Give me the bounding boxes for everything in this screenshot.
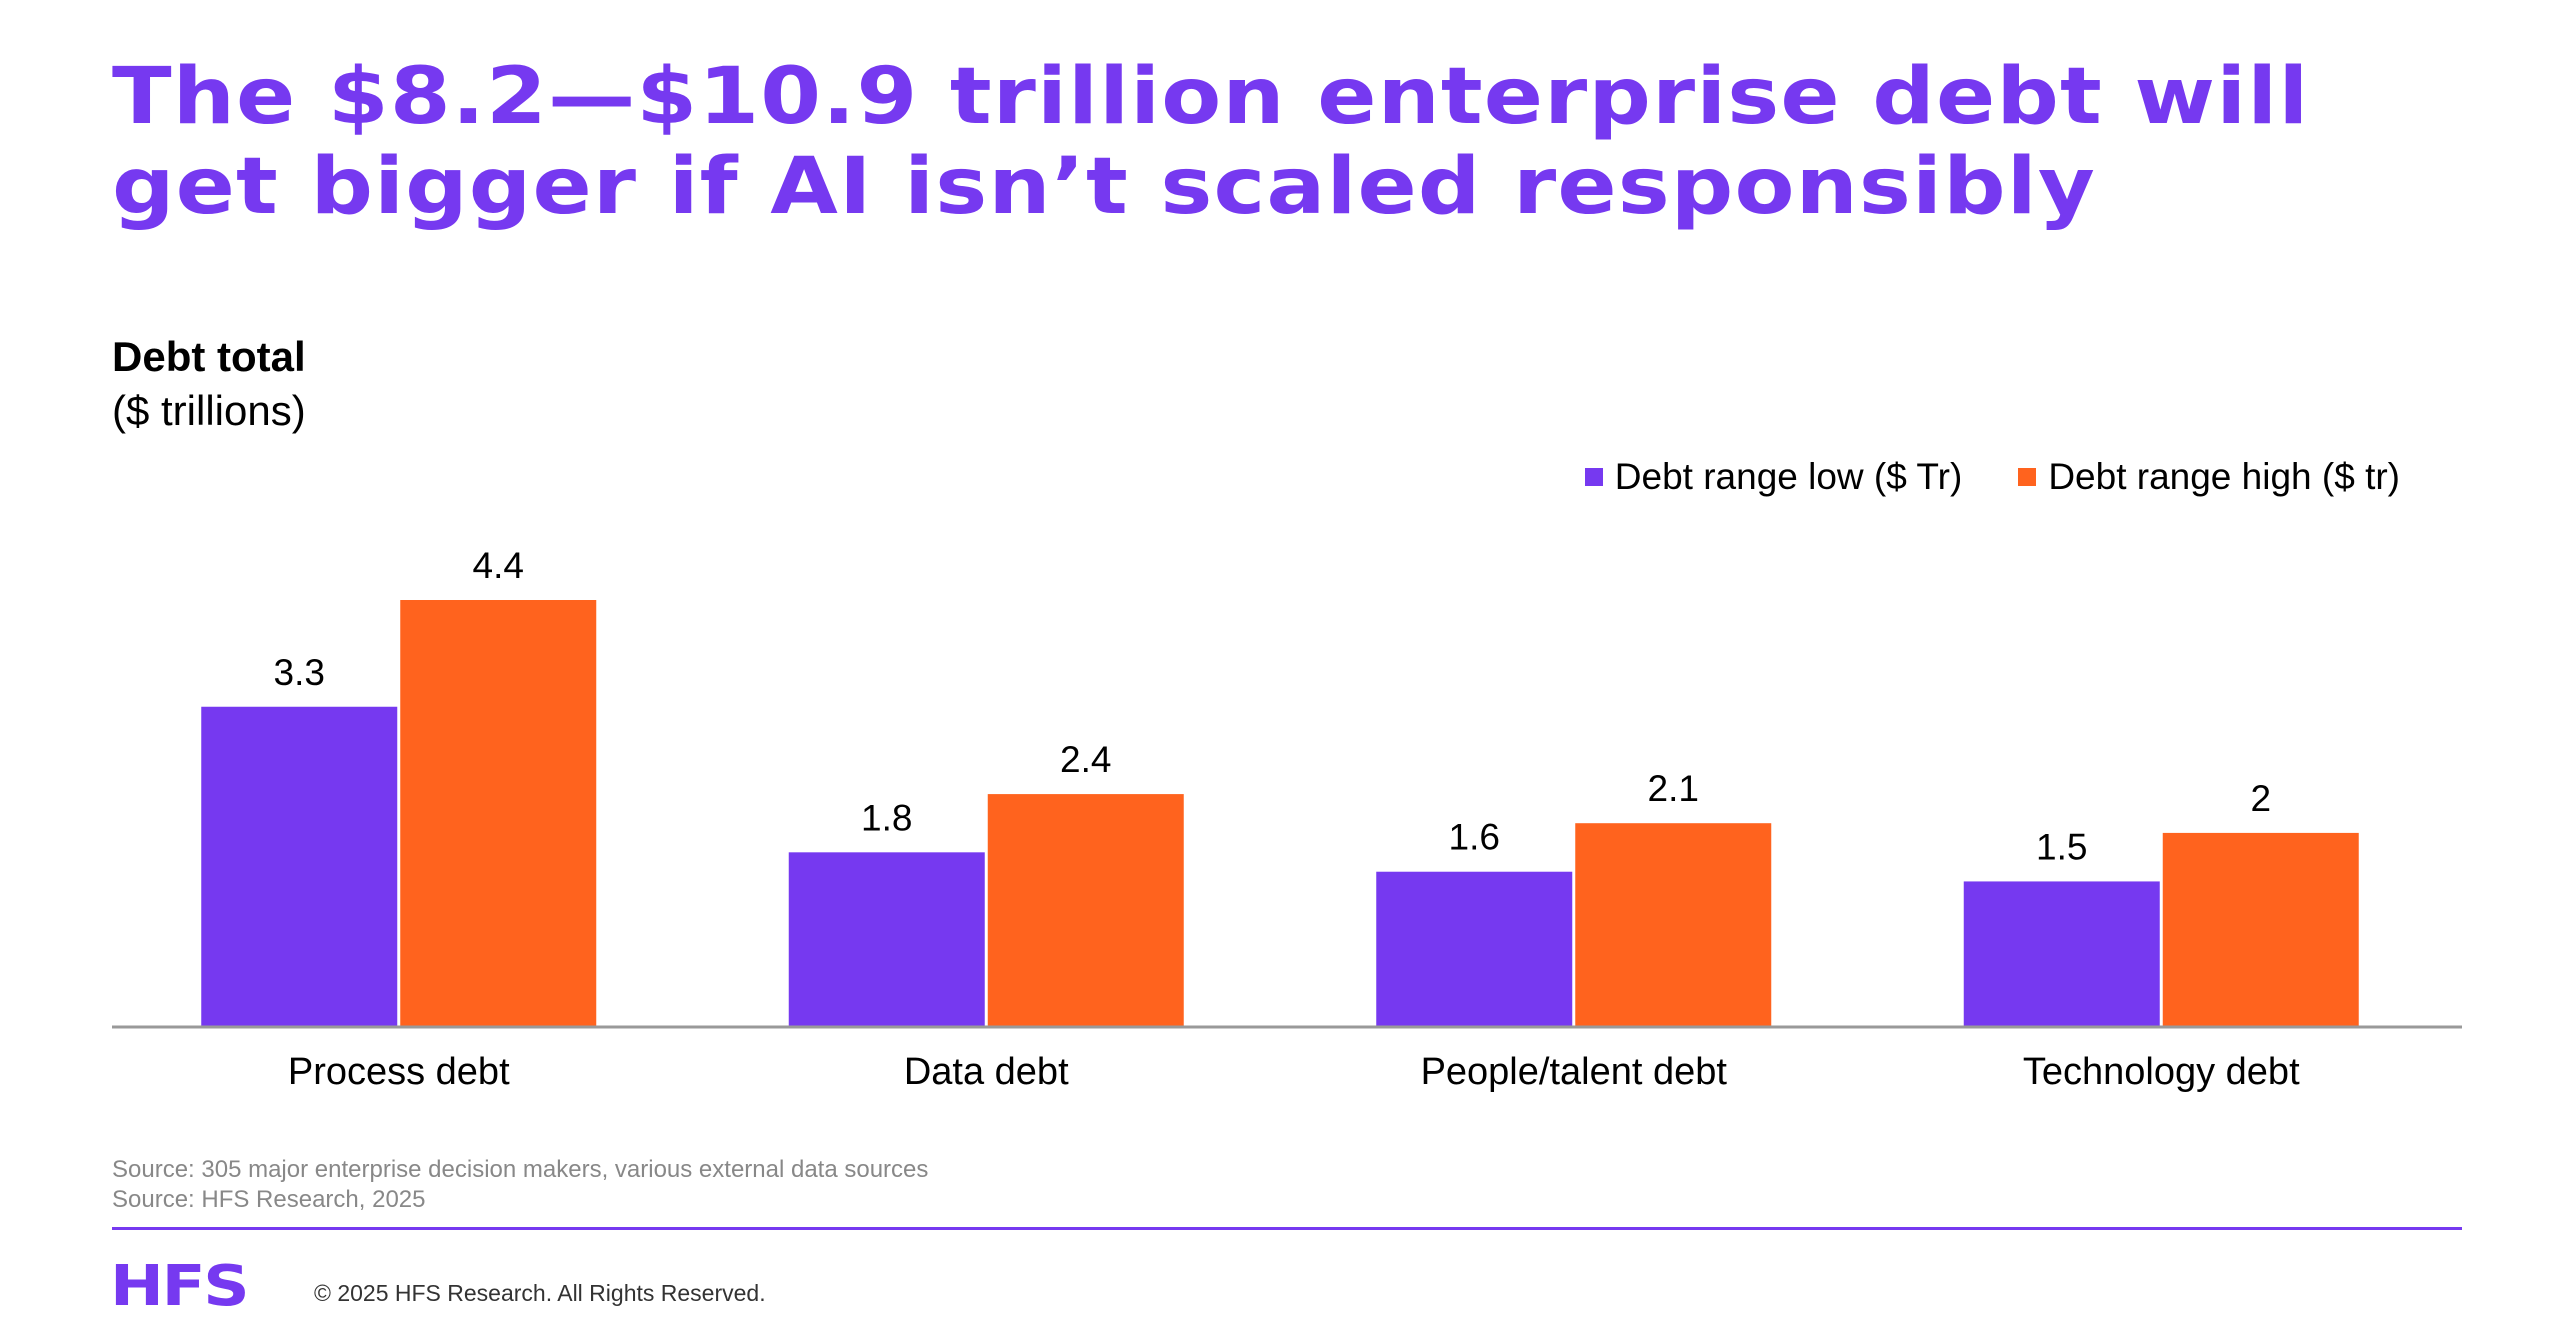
data-label-low-1: 1.8	[861, 797, 912, 838]
copyright-text: © 2025 HFS Research. All Rights Reserved…	[314, 1280, 766, 1306]
bar-low-3	[1963, 881, 2160, 1027]
x-tick-label-3: Technology debt	[2023, 1051, 2300, 1093]
title-line-1: The $8.2—$10.9 trillion enterprise debt …	[112, 52, 2310, 142]
legend-item-high: Debt range high ($ tr)	[2018, 456, 2400, 498]
data-label-low-3: 1.5	[2036, 826, 2087, 867]
hfs-logo: HFS	[110, 1254, 250, 1319]
bar-low-0	[201, 706, 398, 1027]
data-label-low-0: 3.3	[274, 652, 325, 693]
source-notes: Source: 305 major enterprise decision ma…	[112, 1155, 928, 1215]
chart-legend: Debt range low ($ Tr) Debt range high ($…	[1584, 456, 2400, 498]
page-title: The $8.2—$10.9 trillion enterprise debt …	[112, 52, 2560, 232]
bar-high-2	[1575, 823, 1772, 1027]
legend-item-low: Debt range low ($ Tr)	[1584, 456, 1963, 498]
data-label-high-0: 4.4	[473, 545, 524, 586]
x-tick-label-2: People/talent debt	[1421, 1051, 1728, 1093]
data-label-high-3: 2	[2250, 778, 2271, 819]
chart-title: Debt total	[112, 333, 306, 380]
chart-heading: Debt total ($ trillions)	[112, 330, 306, 438]
source-line-1: Source: 305 major enterprise decision ma…	[112, 1156, 929, 1183]
x-tick-label-1: Data debt	[904, 1051, 1069, 1093]
bar-high-1	[987, 794, 1184, 1027]
bar-high-3	[2162, 832, 2359, 1027]
legend-swatch-low	[1584, 468, 1603, 486]
data-label-low-2: 1.6	[1449, 817, 1500, 858]
data-label-high-1: 2.4	[1060, 739, 1111, 780]
bar-high-0	[400, 600, 597, 1027]
data-label-high-2: 2.1	[1648, 768, 1699, 809]
source-line-2: Source: HFS Research, 2025	[112, 1186, 426, 1213]
legend-label-low: Debt range low ($ Tr)	[1614, 456, 1963, 497]
bar-low-1	[788, 852, 985, 1027]
chart-subtitle: ($ trillions)	[112, 387, 306, 434]
legend-swatch-high	[2018, 468, 2037, 486]
footer-divider	[112, 1227, 2462, 1230]
legend-label-high: Debt range high ($ tr)	[2048, 456, 2400, 497]
x-tick-label-0: Process debt	[288, 1051, 510, 1093]
bar-low-2	[1376, 871, 1573, 1027]
title-line-2: get bigger if AI isn’t scaled responsibl…	[112, 142, 2096, 232]
